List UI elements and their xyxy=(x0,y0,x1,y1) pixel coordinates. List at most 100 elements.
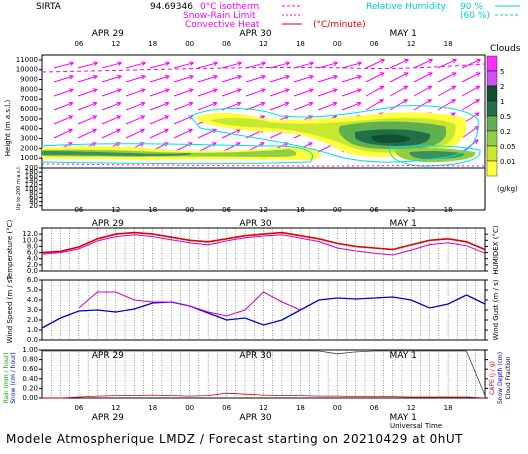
wind-arrow xyxy=(245,75,266,83)
cloud-ytick-low-label: 180 xyxy=(25,168,38,176)
wind-arrow-head xyxy=(357,61,363,66)
wind-arrow xyxy=(197,75,218,83)
ytick-label: 0.60 xyxy=(22,365,38,373)
wind-arrow-head xyxy=(115,142,121,147)
wind-arrow-head xyxy=(68,115,74,120)
cloud-ytick-low-label: 40 xyxy=(29,198,38,206)
cloud-ytick-label: 5000 xyxy=(20,115,38,123)
wind-arrow-head xyxy=(380,58,386,64)
wind-arrow xyxy=(53,89,74,97)
cloud-ytick-low-label: 160 xyxy=(25,172,38,180)
rh-contour xyxy=(189,105,479,163)
wind-arrow-head xyxy=(140,128,146,134)
wind-arrow xyxy=(77,62,98,69)
legend-convective-unit: (°C/minute) xyxy=(313,20,366,30)
wind-arrow-head xyxy=(187,142,193,147)
wind-arrow xyxy=(101,115,121,125)
cloud-legend-level: 0.2 xyxy=(500,128,511,136)
wind-arrow xyxy=(173,115,193,125)
wind-arrow-head xyxy=(189,74,195,80)
universal-time-label: Universal Time xyxy=(390,422,442,430)
cloud-ytick-label: 2000 xyxy=(20,144,38,152)
wind-arrow xyxy=(77,129,97,139)
cloud-ytick-low-label: 200 xyxy=(25,164,38,172)
ytick-label: 1.00 xyxy=(22,346,38,354)
wind-arrow xyxy=(77,75,98,83)
wind-arrow-head xyxy=(213,74,219,80)
footer-text: Modele Atmospherique LMDZ / Forecast sta… xyxy=(6,432,463,446)
wind-arrow-head xyxy=(212,101,218,107)
wind-arrow xyxy=(77,115,97,125)
cloud-legend-swatch xyxy=(486,85,498,102)
wind-arrow-head xyxy=(68,88,74,93)
snow-ylabel: Snow (cm / hour) xyxy=(10,352,17,404)
wind-arrow-head xyxy=(474,112,480,117)
wind-arrow xyxy=(221,75,242,83)
wind-arrow xyxy=(461,139,479,153)
hour-tick-label: 18 xyxy=(444,40,453,48)
temperature-line xyxy=(41,231,486,254)
wind-arrow xyxy=(101,102,121,111)
gust-ylabel: Wind Gust (m / s) xyxy=(492,279,500,340)
cloud-legend-swatch xyxy=(486,70,498,87)
wind-arrow xyxy=(317,89,338,97)
wind-arrow-head xyxy=(164,128,170,134)
cloud-blob xyxy=(42,151,191,156)
ytick-label: 8.0 xyxy=(27,242,38,250)
wind-arrow xyxy=(221,62,242,69)
wind-arrow xyxy=(53,75,74,83)
wind-arrow xyxy=(53,115,73,125)
cape-ylabel: CAPE (J / g) xyxy=(489,361,496,395)
wind-arrow-head xyxy=(213,61,219,66)
cloud-ytick-label: 9000 xyxy=(20,76,38,84)
wind-arrow-head xyxy=(260,88,266,93)
cloudfraction-ylabel: Cloud Fraction xyxy=(505,356,512,399)
wind-arrow-head xyxy=(91,142,97,147)
wind-arrow-head xyxy=(283,142,289,147)
wind-arrow-head xyxy=(403,99,409,104)
precipitation-panel: 0.00 0.200.40 0.600.80 1.00 Rain (mm / hour)… xyxy=(3,346,512,404)
wind-arrow xyxy=(197,89,218,97)
wind-arrow-head xyxy=(403,72,409,77)
wind-arrow-head xyxy=(237,74,243,80)
wind-arrow-head xyxy=(67,142,73,147)
cloud-ytick-label: 3000 xyxy=(20,135,38,143)
wind-arrow xyxy=(173,75,194,83)
wind-arrow xyxy=(293,89,314,97)
cloud-ytick-label: 10000 xyxy=(16,66,38,74)
wind-arrow xyxy=(389,85,408,97)
hour-tick-label: 18 xyxy=(296,404,305,412)
wind-arrow xyxy=(365,59,385,69)
wind-arrow-head xyxy=(357,74,363,80)
wind-arrow-head xyxy=(140,88,146,93)
hour-tick-label: 00 xyxy=(333,206,342,214)
hour-tick-label: 00 xyxy=(185,206,194,214)
cloud-ytick-label: 4000 xyxy=(20,125,38,133)
hour-tick-label: 18 xyxy=(148,206,157,214)
wind-arrow xyxy=(269,75,290,83)
wind-arrow-head xyxy=(332,101,338,107)
hour-tick-label: 18 xyxy=(148,40,157,48)
cloud-blob xyxy=(371,134,410,143)
wind-arrow xyxy=(317,75,338,83)
wind-arrow-head xyxy=(69,61,75,66)
wind-arrow-head xyxy=(92,88,98,93)
wind-arrow xyxy=(197,62,218,69)
day-label: MAY 1 xyxy=(390,413,417,423)
wind-arrow-head xyxy=(164,115,170,120)
wind-arrow-head xyxy=(188,128,194,134)
cloud-ytick-low-label: 120 xyxy=(25,181,38,189)
wind-arrow xyxy=(269,89,290,97)
hour-tick-label: 06 xyxy=(222,206,231,214)
wind-arrow-head xyxy=(285,74,291,80)
wind-arrow-head xyxy=(379,85,385,90)
wind-arrow-head xyxy=(473,139,479,144)
wind-arrow xyxy=(149,62,170,69)
wind-arrow xyxy=(365,72,385,83)
wind-arrow-head xyxy=(236,101,242,107)
ytick-label: 0.20 xyxy=(22,384,38,392)
day-label: APR 30 xyxy=(239,351,271,361)
wind-gust-line xyxy=(78,291,301,317)
humidex-line xyxy=(41,234,486,256)
